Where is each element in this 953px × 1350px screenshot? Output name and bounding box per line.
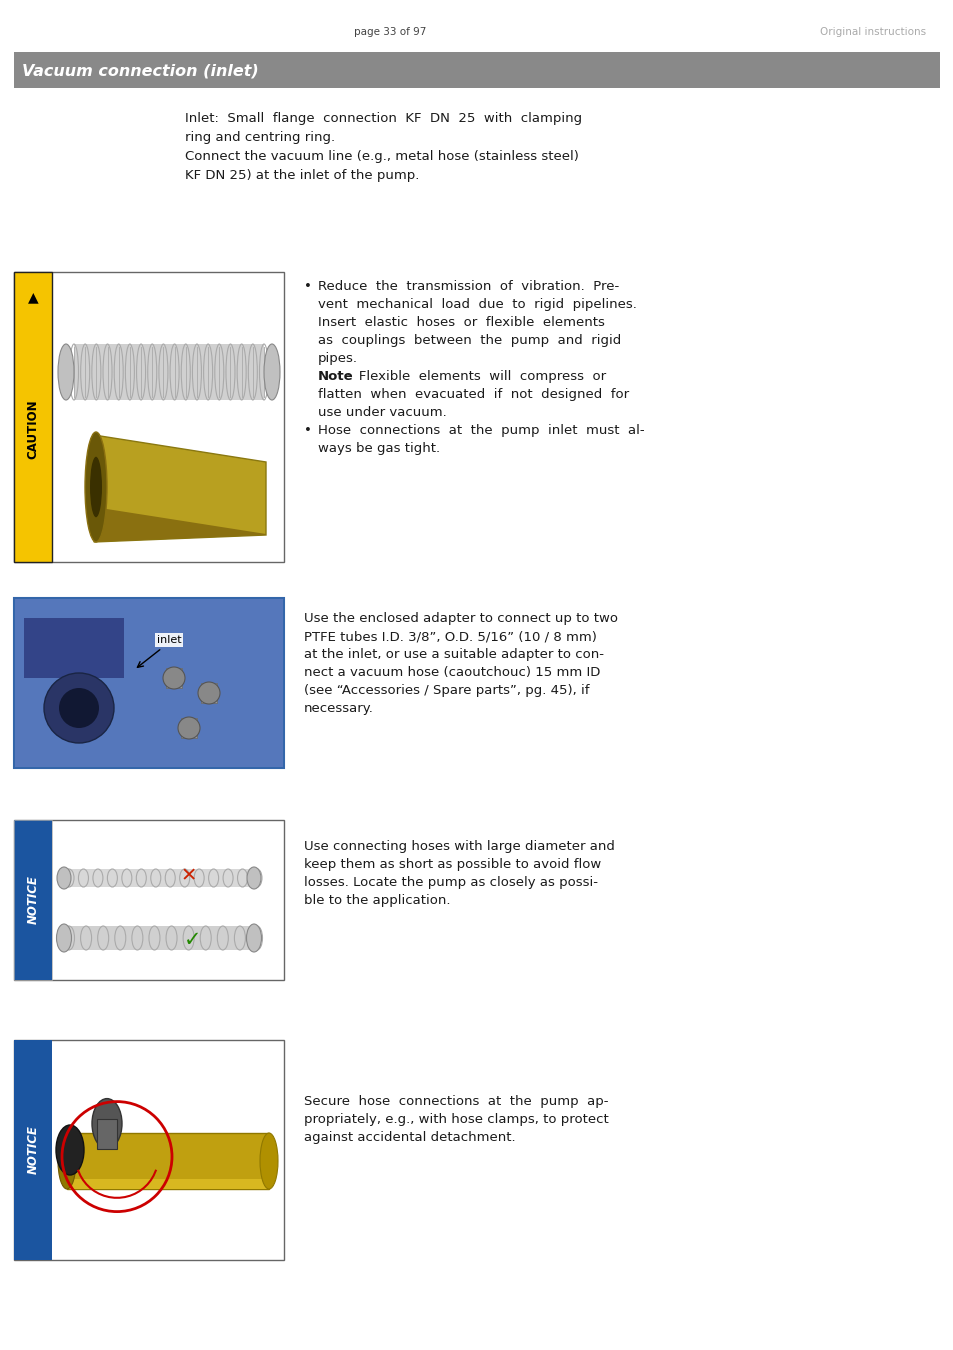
Ellipse shape [178, 717, 200, 738]
Text: necessary.: necessary. [304, 702, 374, 716]
Text: •: • [304, 279, 312, 293]
Ellipse shape [44, 674, 113, 742]
Bar [14, 1040, 52, 1260]
Bar [14, 271, 52, 562]
Text: at the inlet, or use a suitable adapter to con-: at the inlet, or use a suitable adapter … [304, 648, 603, 662]
Ellipse shape [57, 867, 71, 890]
Ellipse shape [260, 1133, 277, 1189]
Ellipse shape [85, 432, 107, 541]
Text: Vacuum connection (inlet): Vacuum connection (inlet) [22, 63, 258, 78]
Text: (see “Accessories / Spare parts”, pg. 45), if: (see “Accessories / Spare parts”, pg. 45… [304, 684, 589, 697]
Bar [24, 618, 124, 678]
Bar [14, 598, 284, 768]
Text: vent  mechanical  load  due  to  rigid  pipelines.: vent mechanical load due to rigid pipeli… [317, 298, 637, 311]
Text: ▲: ▲ [28, 290, 38, 304]
Text: Reduce  the  transmission  of  vibration.  Pre-: Reduce the transmission of vibration. Pr… [317, 279, 618, 293]
Bar [14, 1040, 284, 1260]
Ellipse shape [264, 344, 280, 400]
Ellipse shape [90, 456, 102, 517]
Bar [14, 53, 939, 88]
Ellipse shape [247, 867, 261, 890]
Bar [14, 819, 52, 980]
Text: propriately, e.g., with hose clamps, to protect: propriately, e.g., with hose clamps, to … [304, 1112, 608, 1126]
Text: NOTICE: NOTICE [27, 876, 39, 925]
Text: Use the enclosed adapter to connect up to two: Use the enclosed adapter to connect up t… [304, 612, 618, 625]
Ellipse shape [91, 1099, 122, 1149]
Text: against accidental detachment.: against accidental detachment. [304, 1131, 515, 1143]
Bar [201, 683, 216, 703]
Text: Use connecting hoses with large diameter and: Use connecting hoses with large diameter… [304, 840, 615, 853]
Bar [181, 718, 196, 738]
Text: nect a vacuum hose (caoutchouc) 15 mm ID: nect a vacuum hose (caoutchouc) 15 mm ID [304, 666, 599, 679]
Ellipse shape [58, 1133, 76, 1189]
Text: :  Flexible  elements  will  compress  or: : Flexible elements will compress or [346, 370, 605, 383]
Text: Connect the vacuum line (e.g., metal hose (stainless steel): Connect the vacuum line (e.g., metal hos… [185, 150, 578, 163]
Text: •: • [304, 424, 312, 437]
Bar [15, 599, 283, 767]
Ellipse shape [198, 682, 220, 703]
Text: flatten  when  evacuated  if  not  designed  for: flatten when evacuated if not designed f… [317, 387, 628, 401]
Text: ble to the application.: ble to the application. [304, 894, 450, 907]
Text: Hose  connections  at  the  pump  inlet  must  al-: Hose connections at the pump inlet must … [317, 424, 644, 437]
Text: KF DN 25) at the inlet of the pump.: KF DN 25) at the inlet of the pump. [185, 169, 419, 182]
Bar [97, 1119, 117, 1149]
Text: ways be gas tight.: ways be gas tight. [317, 441, 439, 455]
Text: NOTICE: NOTICE [27, 1126, 39, 1174]
Text: as  couplings  between  the  pump  and  rigid: as couplings between the pump and rigid [317, 333, 620, 347]
Polygon shape [94, 435, 266, 541]
Polygon shape [94, 508, 266, 541]
Text: ✕: ✕ [180, 867, 196, 886]
Text: Secure  hose  connections  at  the  pump  ap-: Secure hose connections at the pump ap- [304, 1095, 608, 1108]
Text: keep them as short as possible to avoid flow: keep them as short as possible to avoid … [304, 859, 600, 871]
Text: page 33 of 97: page 33 of 97 [354, 27, 426, 36]
Bar [67, 1179, 269, 1189]
Text: Original instructions: Original instructions [820, 27, 925, 36]
Text: pipes.: pipes. [317, 352, 357, 365]
Bar [166, 668, 182, 688]
Text: ✓: ✓ [184, 930, 201, 950]
Ellipse shape [56, 923, 71, 952]
Bar [67, 1133, 269, 1189]
Text: inlet: inlet [156, 634, 181, 645]
Ellipse shape [59, 688, 99, 728]
Bar [74, 344, 264, 400]
Bar [14, 819, 52, 980]
Text: losses. Locate the pump as closely as possi-: losses. Locate the pump as closely as po… [304, 876, 598, 890]
Text: use under vacuum.: use under vacuum. [317, 406, 446, 418]
Bar [66, 869, 252, 887]
Bar [66, 926, 252, 950]
Text: Insert  elastic  hoses  or  flexible  elements: Insert elastic hoses or flexible element… [317, 316, 604, 329]
Ellipse shape [58, 344, 74, 400]
Bar [14, 819, 284, 980]
Bar [14, 271, 284, 562]
Ellipse shape [246, 923, 261, 952]
Text: Inlet:  Small  flange  connection  KF  DN  25  with  clamping: Inlet: Small flange connection KF DN 25 … [185, 112, 581, 126]
Ellipse shape [163, 667, 185, 688]
Bar [14, 271, 52, 562]
Text: CAUTION: CAUTION [27, 400, 39, 459]
Ellipse shape [56, 1125, 84, 1174]
Text: Note: Note [317, 370, 354, 383]
Text: ring and centring ring.: ring and centring ring. [185, 131, 335, 144]
Text: PTFE tubes I.D. 3/8”, O.D. 5/16” (10 / 8 mm): PTFE tubes I.D. 3/8”, O.D. 5/16” (10 / 8… [304, 630, 597, 643]
